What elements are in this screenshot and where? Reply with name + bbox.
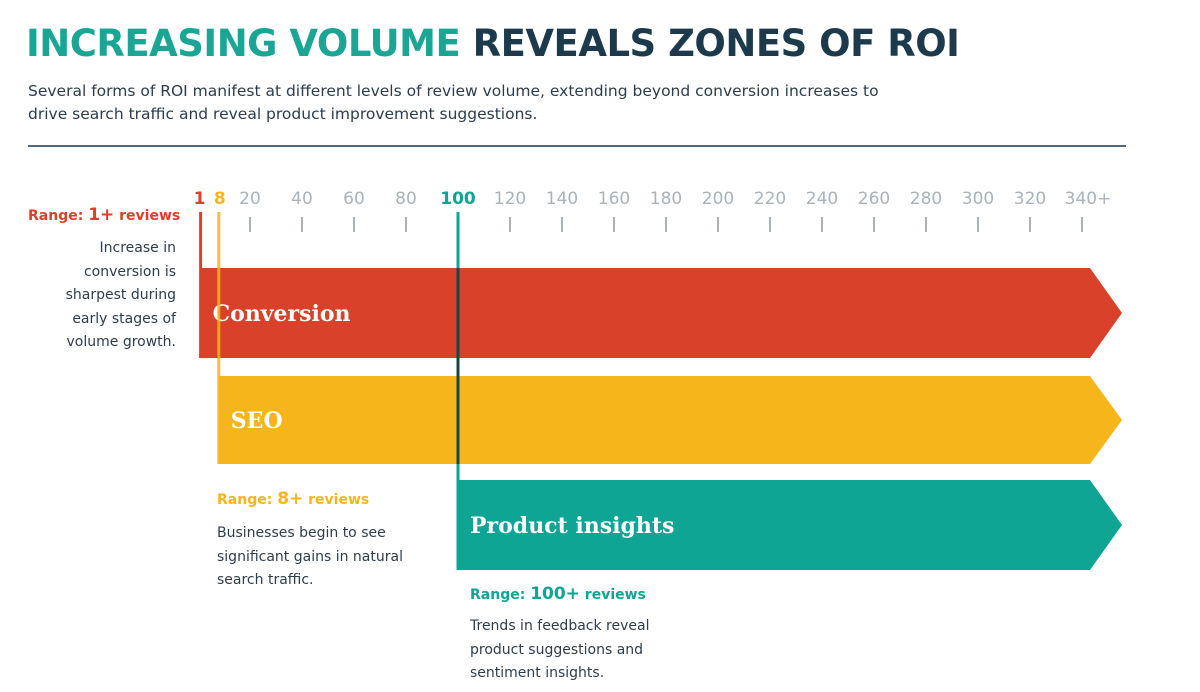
tick-label: 180 (650, 189, 682, 209)
marker-label: 1 (194, 189, 206, 209)
page-title: INCREASING VOLUME REVEALS ZONES OF ROI (26, 22, 960, 65)
bar-label: Product insights (470, 513, 674, 539)
desc-product-insights: Trends in feedback reveal product sugges… (470, 618, 650, 681)
tick-label: 60 (343, 189, 365, 209)
tick-label: 280 (910, 189, 942, 209)
tick-label: 220 (754, 189, 786, 209)
tick-label: 340+ (1065, 189, 1112, 209)
marker-label: 8 (214, 189, 226, 209)
tick-label: 160 (598, 189, 630, 209)
divider (28, 145, 1126, 147)
tick-label: 140 (546, 189, 578, 209)
tick-label: 200 (702, 189, 734, 209)
bar-conversion (200, 268, 1123, 358)
title-main: REVEALS ZONES OF ROI (472, 22, 960, 65)
bar-label: SEO (231, 408, 283, 434)
tick-label: 120 (494, 189, 526, 209)
range-label-seo: Range: 8+ reviews (217, 489, 370, 509)
tick-label: 40 (291, 189, 313, 209)
bar-label: Conversion (213, 301, 351, 327)
bar-seo (218, 376, 1123, 464)
tick-label: 260 (858, 189, 890, 209)
tick-label: 240 (806, 189, 838, 209)
tick-label: 20 (239, 189, 261, 209)
range-label-product-insights: Range: 100+ reviews (470, 584, 646, 604)
tick-label: 100 (440, 189, 476, 209)
tick-label: 80 (395, 189, 417, 209)
title-accent: INCREASING VOLUME (26, 22, 461, 65)
desc-seo: Businesses begin to see significant gain… (217, 525, 403, 588)
desc-conversion: Increase in conversion is sharpest durin… (65, 240, 176, 350)
subtitle: Several forms of ROI manifest at differe… (28, 82, 879, 123)
range-label-conversion: Range: 1+ reviews (28, 205, 181, 225)
tick-label: 320 (1014, 189, 1046, 209)
bar-product-insights (458, 480, 1122, 570)
tick-label: 300 (962, 189, 994, 209)
